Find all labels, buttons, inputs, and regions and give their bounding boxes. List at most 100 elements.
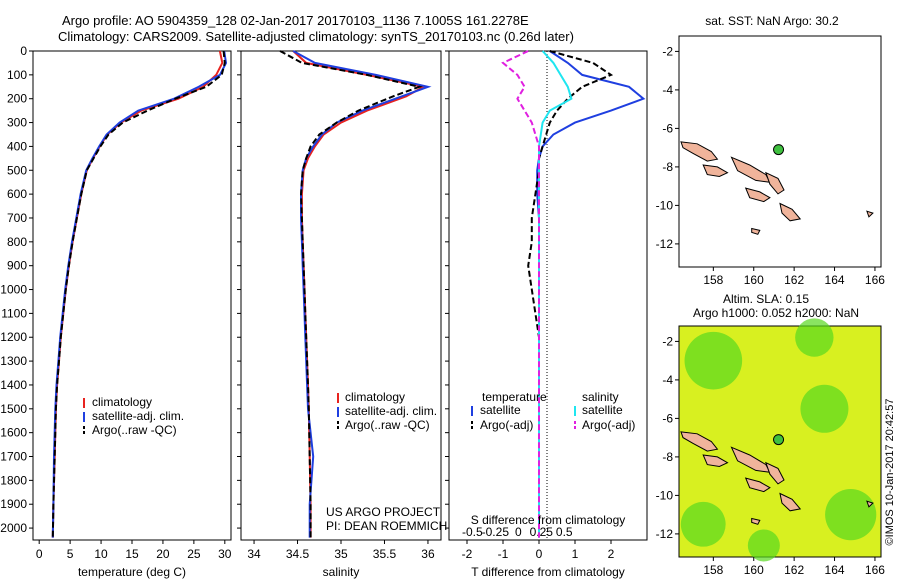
series-line bbox=[51, 50, 226, 538]
x-tick-label: 166 bbox=[865, 563, 885, 577]
figure-title-line2: Climatology: CARS2009. Satellite-adjuste… bbox=[58, 29, 574, 44]
top-tick-label: 0.25 bbox=[530, 525, 554, 539]
island-outline bbox=[702, 164, 729, 178]
sla-anomaly-patch bbox=[684, 331, 743, 390]
x-tick-label: 160 bbox=[744, 273, 764, 287]
y-tick-label: 1400 bbox=[0, 378, 27, 392]
series-line bbox=[51, 50, 224, 538]
x-tick-label: 158 bbox=[703, 563, 723, 577]
y-tick-label: 1000 bbox=[0, 283, 27, 297]
legend-label-sal-argo: Argo(-adj) bbox=[582, 418, 635, 432]
difference-legend: temperature salinity satellite Argo(-adj… bbox=[471, 390, 635, 432]
x-tick-label: -2 bbox=[462, 547, 473, 561]
top-tick-label: -0.5 bbox=[462, 525, 483, 539]
y-tick-label: 0 bbox=[20, 44, 27, 58]
salinity-panel: 34 34.5 35 35.5 36 salinity climatology sate… bbox=[237, 50, 447, 579]
x-tick-label: 36 bbox=[421, 547, 435, 561]
x-tick-label: 15 bbox=[125, 547, 139, 561]
y-tick-label: -2 bbox=[662, 334, 673, 348]
credit-pi: PI: DEAN ROEMMICH bbox=[326, 519, 447, 533]
x-tick-label: 162 bbox=[784, 563, 804, 577]
salinity-frame bbox=[240, 50, 442, 541]
y-tick-label: 300 bbox=[7, 116, 27, 130]
legend-label-sal-satellite: satellite bbox=[582, 403, 623, 417]
series-line bbox=[538, 50, 573, 538]
x-tick-label: 0 bbox=[536, 547, 543, 561]
island-outline bbox=[744, 477, 771, 493]
x-tick-label: 166 bbox=[865, 273, 885, 287]
y-tick-label: 600 bbox=[7, 187, 27, 201]
sla-map-title-line2: Argo h1000: 0.052 h2000: NaN bbox=[693, 306, 859, 320]
y-tick-label: -8 bbox=[662, 450, 673, 464]
y-tick-label: 800 bbox=[7, 235, 27, 249]
x-tick-label: 1 bbox=[572, 547, 579, 561]
salinity-legend: climatology satellite-adj. clim. Argo(..… bbox=[337, 390, 437, 432]
legend-label-temp-argo: Argo(-adj) bbox=[480, 418, 533, 432]
legend-label-climatology: climatology bbox=[92, 395, 152, 409]
y-tick-label: -10 bbox=[656, 488, 674, 502]
x-tick-label: -1 bbox=[498, 547, 509, 561]
x-tick-label: 30 bbox=[218, 547, 232, 561]
island-outline bbox=[751, 517, 761, 525]
island-outline bbox=[779, 492, 802, 512]
legend-header-salinity: salinity bbox=[582, 390, 619, 404]
x-tick-label: 158 bbox=[703, 273, 723, 287]
y-tick-label: 100 bbox=[7, 68, 27, 82]
y-tick-label: -2 bbox=[662, 44, 673, 58]
x-tick-label: 25 bbox=[187, 547, 201, 561]
island-outline bbox=[779, 202, 802, 222]
y-tick-label: -12 bbox=[656, 237, 674, 251]
x-tick-label: 164 bbox=[825, 273, 845, 287]
sla-anomaly-patch bbox=[795, 318, 834, 357]
x-tick-label: 34.5 bbox=[286, 547, 310, 561]
y-tick-label: -10 bbox=[656, 198, 674, 212]
island-outline bbox=[680, 141, 719, 162]
y-tick-label: 900 bbox=[7, 259, 27, 273]
x-tick-label: 5 bbox=[67, 547, 74, 561]
y-tick-label: 700 bbox=[7, 211, 27, 225]
argo-float-marker bbox=[773, 144, 785, 156]
series-line bbox=[536, 50, 646, 538]
legend-label-temp-satellite: satellite bbox=[480, 403, 521, 417]
sla-anomaly-patch bbox=[747, 529, 780, 562]
legend-label-satellite: satellite-adj. clim. bbox=[345, 404, 437, 418]
island-outline bbox=[765, 171, 785, 195]
figure-title-line1: Argo profile: AO 5904359_128 02-Jan-2017… bbox=[62, 13, 529, 28]
x-tick-label: 164 bbox=[825, 563, 845, 577]
credit-project: US ARGO PROJECT bbox=[326, 505, 441, 519]
x-tick-label: 2 bbox=[608, 547, 615, 561]
sst-map-title: sat. SST: NaN Argo: 30.2 bbox=[705, 14, 839, 28]
t-difference-label: T difference from climatology bbox=[471, 565, 625, 579]
y-tick-label: 1700 bbox=[0, 450, 27, 464]
x-tick-label: 160 bbox=[744, 563, 764, 577]
y-tick-label: 400 bbox=[7, 139, 27, 153]
legend-label-argo: Argo(..raw -QC) bbox=[345, 418, 430, 432]
x-tick-label: 162 bbox=[784, 273, 804, 287]
legend-label-climatology: climatology bbox=[345, 390, 405, 404]
series-line bbox=[279, 50, 423, 538]
series-line bbox=[292, 50, 432, 538]
x-tick-label: 0 bbox=[36, 547, 43, 561]
island-outline bbox=[680, 431, 719, 452]
imos-stamp: ©IMOS 10-Jan-2017 20:42:57 bbox=[884, 399, 896, 546]
argo-float-marker bbox=[773, 434, 785, 446]
top-tick-label: 0.5 bbox=[556, 525, 573, 539]
y-tick-label: 1300 bbox=[0, 354, 27, 368]
temperature-legend: climatology satellite-adj. clim. Argo(..… bbox=[83, 395, 184, 437]
s-difference-label: S difference from climatology bbox=[471, 513, 626, 527]
salinity-xlabel: salinity bbox=[323, 565, 360, 579]
y-tick-label: 1800 bbox=[0, 473, 27, 487]
y-tick-label: -8 bbox=[662, 160, 673, 174]
temperature-panel: 0 5 10 15 20 25 300100200300400500600700800900… bbox=[0, 44, 232, 579]
island-outline bbox=[744, 187, 771, 203]
y-tick-label: 1600 bbox=[0, 426, 27, 440]
difference-frame bbox=[448, 50, 648, 541]
sst-map-panel: sat. SST: NaN Argo: 30.2 158 160 162 164 166… bbox=[656, 14, 886, 287]
difference-panel: -2 -1 0 1 2 -0.5-0.25 0 0.25 0.5 S difference fr… bbox=[445, 50, 648, 579]
x-tick-label: 10 bbox=[94, 547, 108, 561]
legend-label-satellite: satellite-adj. clim. bbox=[92, 409, 184, 423]
sla-anomaly-patch bbox=[800, 384, 849, 433]
x-tick-label: 34 bbox=[247, 547, 261, 561]
y-tick-label: -4 bbox=[662, 83, 673, 97]
